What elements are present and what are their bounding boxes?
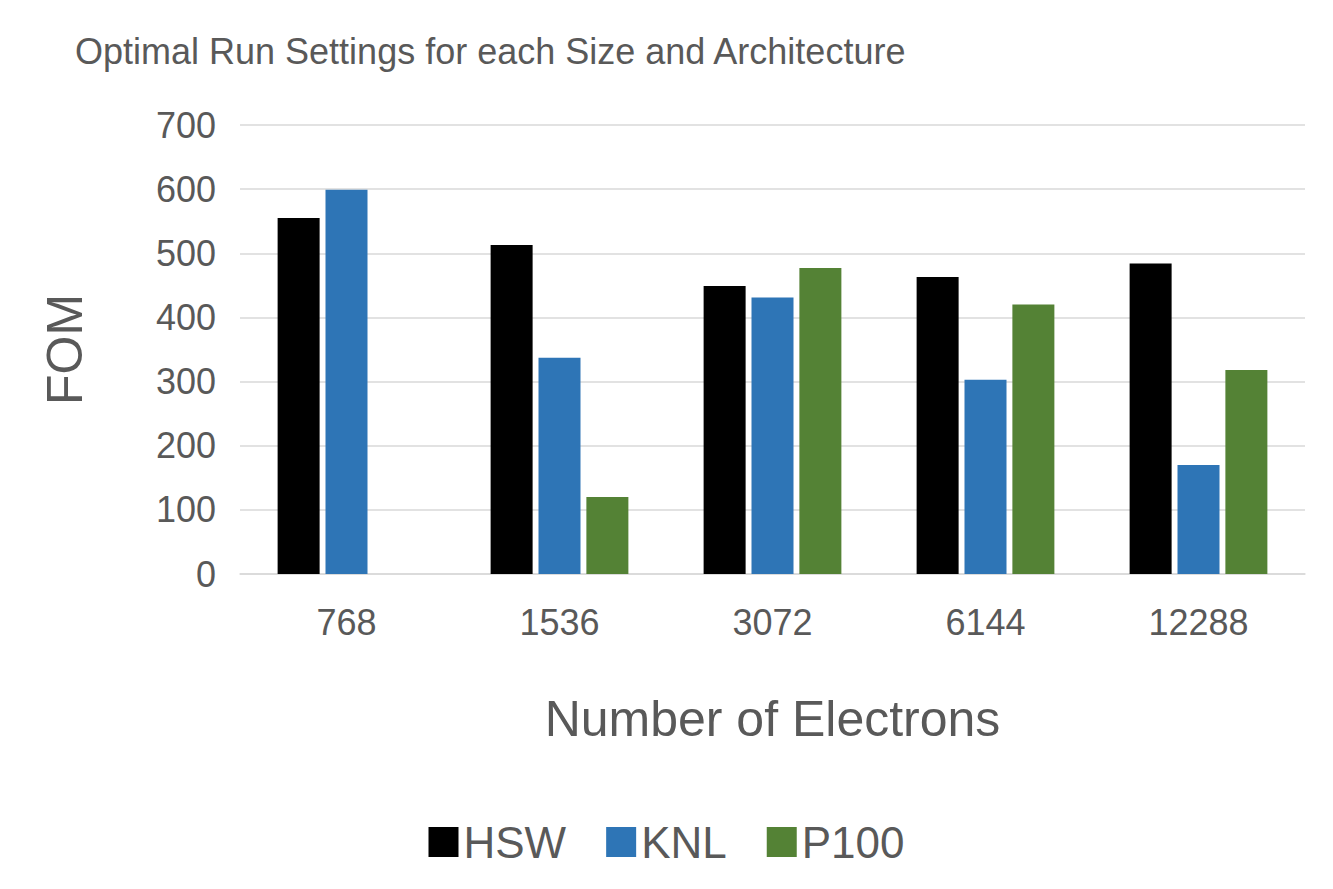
svg-text:P100: P100: [802, 818, 905, 867]
svg-text:1536: 1536: [519, 602, 599, 643]
svg-text:Optimal Run Settings for each: Optimal Run Settings for each Size and A…: [75, 31, 905, 72]
svg-text:HSW: HSW: [463, 818, 566, 867]
svg-text:768: 768: [316, 602, 376, 643]
svg-text:0: 0: [196, 554, 216, 595]
svg-text:6144: 6144: [945, 602, 1025, 643]
svg-text:KNL: KNL: [641, 818, 727, 867]
svg-text:FOM: FOM: [37, 294, 93, 405]
svg-text:12288: 12288: [1148, 602, 1248, 643]
svg-text:Number of Electrons: Number of Electrons: [545, 691, 1001, 747]
svg-text:3072: 3072: [732, 602, 812, 643]
svg-text:100: 100: [156, 489, 216, 530]
svg-text:500: 500: [156, 233, 216, 274]
svg-text:700: 700: [156, 105, 216, 146]
svg-text:400: 400: [156, 297, 216, 338]
svg-text:600: 600: [156, 169, 216, 210]
svg-text:200: 200: [156, 425, 216, 466]
svg-text:300: 300: [156, 361, 216, 402]
